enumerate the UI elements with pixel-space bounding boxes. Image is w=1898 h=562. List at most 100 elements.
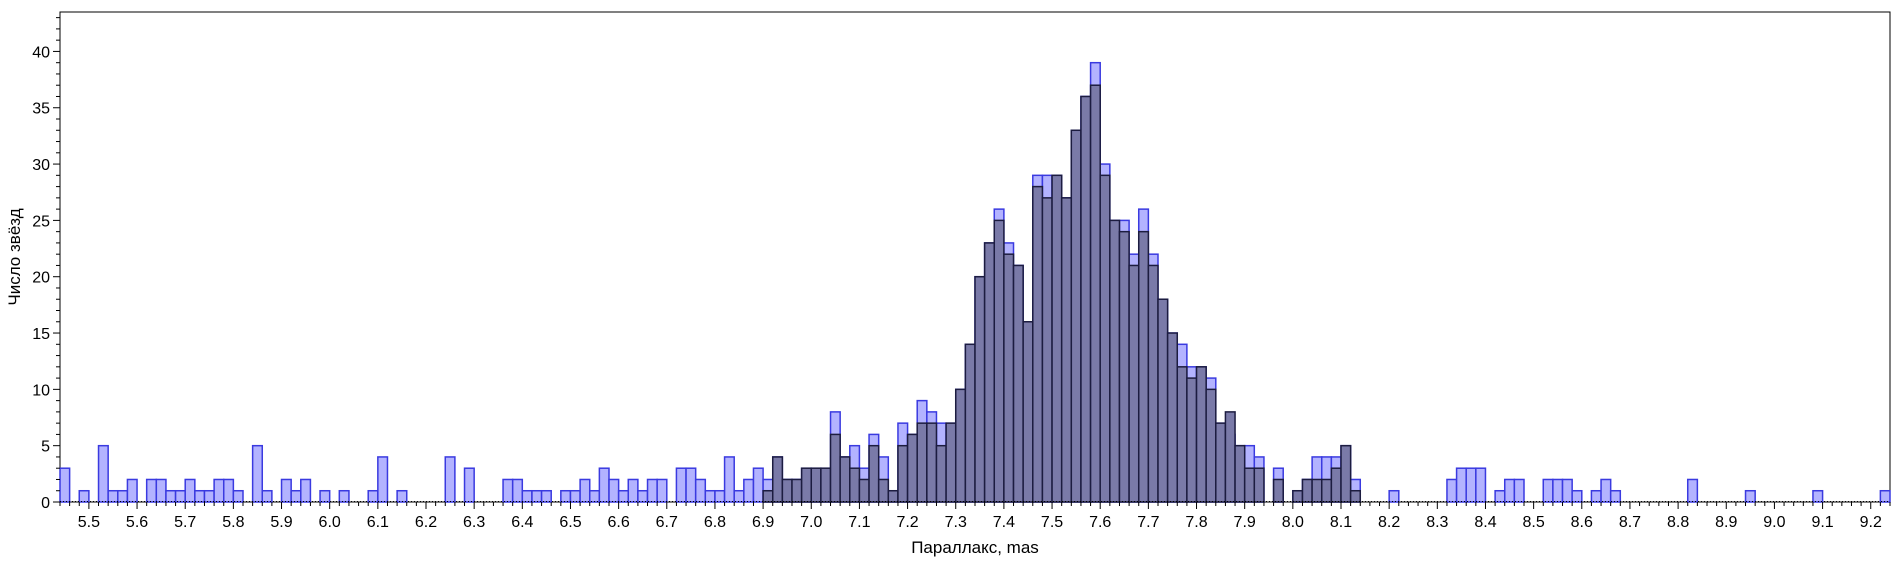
bar-all: [1561, 478, 1573, 503]
bar-all: [184, 478, 196, 503]
bar-all: [145, 478, 158, 503]
bar-members: [1060, 197, 1073, 503]
bar-members: [858, 478, 870, 503]
x-tick-label: 8.6: [1571, 514, 1593, 531]
bar-members: [1176, 366, 1188, 503]
bar-all: [588, 489, 601, 503]
y-tick-label: 20: [32, 270, 50, 287]
x-tick-label: 8.4: [1474, 514, 1496, 531]
bar-members: [1022, 321, 1034, 503]
bar-members: [1157, 298, 1169, 503]
bar-all: [194, 489, 206, 503]
bar-all: [367, 489, 379, 503]
bar-members: [1301, 478, 1313, 503]
x-tick-label: 6.9: [752, 514, 774, 531]
x-tick-label: 7.7: [1137, 514, 1159, 531]
x-tick-label: 6.7: [656, 514, 678, 531]
bar-members: [1215, 422, 1227, 503]
bar-members: [1224, 411, 1236, 503]
bar-all: [502, 478, 514, 503]
bar-all: [290, 489, 302, 503]
x-tick-label: 7.2: [896, 514, 918, 531]
y-tick-label: 30: [32, 157, 50, 174]
bar-all: [646, 478, 658, 503]
bar-all: [59, 467, 71, 503]
bar-members: [839, 456, 851, 503]
x-tick-label: 7.0: [800, 514, 822, 531]
bar-all: [1388, 489, 1400, 503]
bar-all: [540, 489, 552, 503]
bar-members: [877, 478, 890, 503]
bar-all: [1812, 489, 1824, 503]
bar-all: [743, 478, 755, 503]
bar-all: [1465, 467, 1477, 503]
bar-members: [1051, 174, 1063, 503]
bar-members: [945, 422, 957, 503]
bar-members: [983, 242, 996, 503]
bar-members: [1340, 444, 1352, 503]
bar-members: [1166, 332, 1179, 503]
x-tick-label: 9.1: [1811, 514, 1833, 531]
bar-all: [1475, 467, 1487, 503]
bar-all: [78, 489, 90, 503]
bar-members: [1320, 478, 1333, 503]
y-tick-label: 40: [32, 44, 50, 61]
bar-members: [820, 467, 832, 503]
bar-all: [107, 489, 119, 503]
x-tick-label: 8.5: [1523, 514, 1545, 531]
bar-members: [1349, 489, 1362, 503]
bar-members: [1205, 388, 1217, 503]
bar-all: [251, 444, 264, 503]
bar-members: [810, 467, 822, 503]
bar-all: [222, 478, 235, 503]
bar-members: [1330, 467, 1342, 503]
bar-members: [916, 422, 928, 503]
y-tick-label: 5: [41, 439, 50, 456]
bar-members: [1070, 129, 1082, 503]
bar-members: [1089, 84, 1101, 503]
bar-all: [261, 489, 273, 503]
bar-members: [781, 478, 793, 503]
x-tick-label: 6.6: [608, 514, 630, 531]
x-tick-label: 6.8: [704, 514, 726, 531]
bar-all: [733, 489, 745, 503]
bar-all: [1494, 489, 1506, 503]
x-tick-label: 6.3: [463, 514, 485, 531]
x-tick-label: 8.8: [1667, 514, 1689, 531]
bar-members: [1041, 197, 1053, 503]
bar-all: [1455, 467, 1467, 503]
x-tick-label: 5.7: [174, 514, 196, 531]
bar-all: [1552, 478, 1564, 503]
bar-members: [1234, 444, 1246, 503]
y-tick-label: 0: [41, 495, 50, 512]
bar-members: [829, 433, 841, 503]
bar-all: [1744, 489, 1756, 503]
bar-members: [1137, 230, 1150, 503]
bar-all: [338, 489, 350, 503]
bar-members: [1003, 253, 1015, 503]
bar-members: [974, 275, 986, 503]
bar-all: [1879, 489, 1891, 503]
bar-members: [1195, 366, 1207, 503]
y-tick-label: 35: [32, 101, 50, 118]
x-tick-label: 7.8: [1185, 514, 1207, 531]
bar-all: [1600, 478, 1612, 503]
bar-all: [1513, 478, 1525, 503]
bar-members: [791, 478, 803, 503]
bar-all: [569, 489, 581, 503]
x-tick-label: 7.4: [993, 514, 1015, 531]
bar-members: [1128, 264, 1140, 503]
bar-members: [1311, 478, 1323, 503]
bar-all: [694, 478, 707, 503]
x-tick-label: 8.7: [1619, 514, 1641, 531]
x-tick-label: 6.1: [367, 514, 389, 531]
bar-all: [203, 489, 215, 503]
bar-all: [377, 456, 389, 503]
bar-all: [165, 489, 177, 503]
bar-all: [174, 489, 186, 503]
y-tick-label: 25: [32, 213, 50, 230]
bar-all: [608, 478, 620, 503]
bar-all: [579, 478, 591, 503]
bar-members: [935, 444, 947, 503]
bar-all: [280, 478, 292, 503]
